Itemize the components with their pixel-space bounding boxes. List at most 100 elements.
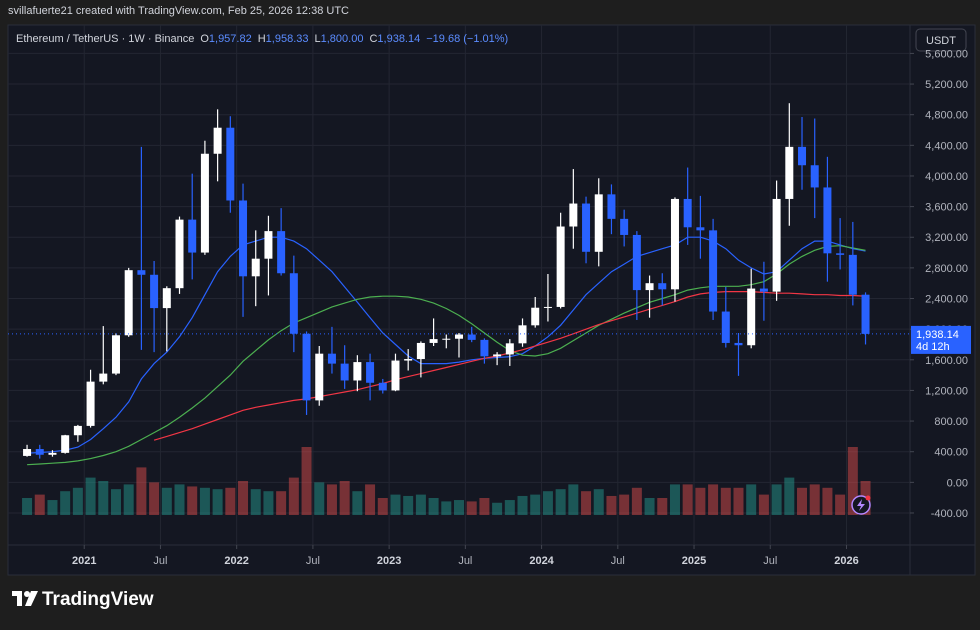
x-tick-label: 2023 xyxy=(377,555,401,567)
y-tick-label: 4,000.00 xyxy=(925,171,968,183)
candle-body xyxy=(670,198,679,290)
alert-dot xyxy=(865,495,871,501)
candle-body xyxy=(785,146,794,199)
candle-body xyxy=(366,362,375,383)
volume-bar xyxy=(720,487,731,515)
x-tick-label: Jul xyxy=(763,555,777,567)
candle-body xyxy=(658,283,667,290)
volume-bar xyxy=(72,487,83,515)
y-tick-label: 5,200.00 xyxy=(925,79,968,91)
candle-body xyxy=(404,359,413,361)
y-tick-label: 0.00 xyxy=(947,477,968,489)
candle-body xyxy=(111,335,120,374)
x-tick-label: 2024 xyxy=(529,555,554,567)
candle-body xyxy=(810,165,819,188)
candle-body xyxy=(734,342,743,346)
volume-bar xyxy=(250,489,261,515)
candle-body xyxy=(531,307,540,326)
volume-bar xyxy=(568,484,579,515)
volume-bar xyxy=(542,491,553,515)
volume-bar xyxy=(669,484,680,515)
volume-bar xyxy=(619,494,630,515)
legend-key: L xyxy=(315,33,321,45)
volume-bar xyxy=(339,481,350,515)
legend-key: O xyxy=(200,33,209,45)
volume-bar xyxy=(682,484,693,515)
candle-body xyxy=(683,198,692,228)
candle-body xyxy=(480,339,489,357)
y-tick-label: 3,600.00 xyxy=(925,202,968,214)
volume-bar xyxy=(377,498,388,515)
y-tick-label: 3,200.00 xyxy=(925,232,968,244)
moving-average xyxy=(27,236,866,454)
volume-bar xyxy=(746,484,757,515)
x-tick-label: 2022 xyxy=(224,555,248,567)
moving-average xyxy=(27,245,866,466)
legend-value: 1,938.14 xyxy=(377,33,420,45)
volume-bar xyxy=(288,477,299,515)
volume-bar xyxy=(47,500,58,515)
volume-bar xyxy=(631,487,642,515)
candle-body xyxy=(467,334,476,340)
volume-bar xyxy=(847,447,858,515)
volume-bar xyxy=(454,500,464,515)
y-tick-label: 800.00 xyxy=(934,416,968,428)
candle-body xyxy=(721,311,730,343)
candle-body xyxy=(645,283,654,291)
volume-bar xyxy=(606,495,617,515)
candle-body xyxy=(429,339,438,343)
volume-bar xyxy=(784,477,795,515)
candle-body xyxy=(759,288,768,292)
volume-bar xyxy=(593,489,604,515)
logo-mark xyxy=(12,591,22,606)
currency-button-label[interactable]: USDT xyxy=(926,35,956,47)
volume-bar xyxy=(110,489,121,515)
y-tick-label: 5,600.00 xyxy=(925,48,968,60)
volume-bar xyxy=(161,487,172,515)
x-tick-label: Jul xyxy=(611,555,625,567)
candle-body xyxy=(73,425,82,436)
candle-body xyxy=(99,373,108,382)
candle-body xyxy=(264,231,273,259)
candle-body xyxy=(848,254,857,295)
volume-bar xyxy=(708,484,719,515)
volume-bar xyxy=(98,481,109,515)
candle-body xyxy=(277,231,286,274)
volume-bar xyxy=(326,484,337,515)
price-tag-label: 1,938.14 xyxy=(916,329,959,341)
candle-body xyxy=(23,449,32,456)
candle-body xyxy=(315,353,324,401)
candle-body xyxy=(35,449,44,455)
volume-bar xyxy=(733,487,744,515)
candle-body xyxy=(772,198,781,292)
volume-bar xyxy=(85,477,96,515)
candle-body xyxy=(124,270,133,336)
candle-body xyxy=(505,343,514,355)
volume-bar xyxy=(136,467,147,515)
candle-body xyxy=(48,452,57,455)
volume-bar xyxy=(644,498,655,515)
legend-value: 1,957.82 xyxy=(209,33,252,45)
candle-body xyxy=(391,360,400,391)
symbol: Ethereum / TetherUS · 1W · Binance xyxy=(16,33,194,45)
logo-text: TradingView xyxy=(42,589,154,610)
candle-body xyxy=(137,270,146,275)
volume-bar xyxy=(403,495,414,515)
logo: TradingView xyxy=(12,589,154,610)
volume-bar xyxy=(301,447,312,515)
candle-body xyxy=(620,218,629,235)
volume-bar xyxy=(428,498,439,515)
candle-body xyxy=(594,194,603,252)
volume-bar xyxy=(415,494,426,515)
countdown: 4d 12h xyxy=(916,341,950,353)
candle-body xyxy=(836,253,845,255)
volume-bar xyxy=(225,487,236,515)
alert-icon-bolt xyxy=(857,499,865,511)
y-tick-label: 2,400.00 xyxy=(925,294,968,306)
y-tick-label: 400.00 xyxy=(934,447,968,459)
volume-bar xyxy=(60,491,71,515)
candle-body xyxy=(607,194,616,219)
volume-bar xyxy=(352,491,363,515)
currency-button[interactable] xyxy=(915,28,967,52)
volume-bar xyxy=(809,484,820,515)
